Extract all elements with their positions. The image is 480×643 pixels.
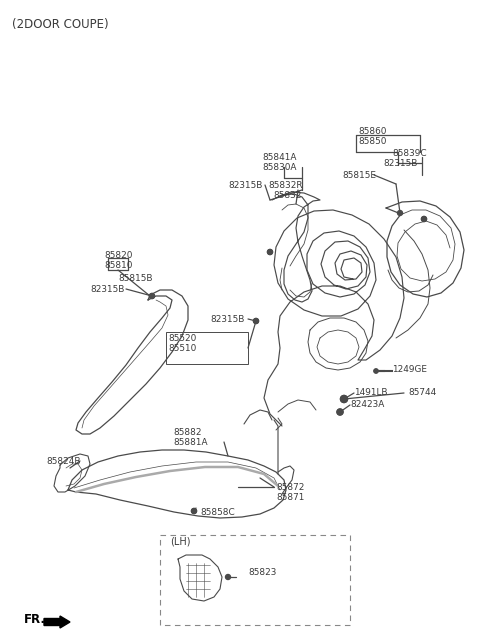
Text: 82423A: 82423A [350,400,384,409]
Circle shape [192,509,196,514]
Text: 85832R: 85832R [268,181,302,190]
Text: 82315B: 82315B [228,181,263,190]
FancyArrow shape [44,616,70,628]
Text: 85881A: 85881A [173,438,208,447]
Text: (LH): (LH) [170,537,191,547]
Bar [160,535,350,625]
Text: 85815B: 85815B [118,274,153,283]
Circle shape [340,395,348,403]
Text: 85510: 85510 [168,344,196,353]
Text: 85823: 85823 [248,568,276,577]
Text: 82315B: 82315B [383,159,418,168]
Circle shape [397,210,403,215]
Text: 85744: 85744 [408,388,436,397]
Text: FR.: FR. [24,613,46,626]
Text: 1491LB: 1491LB [354,388,387,397]
Circle shape [267,249,273,255]
Circle shape [337,409,343,415]
Circle shape [374,369,378,373]
Text: 85850: 85850 [358,137,386,146]
Text: 85520: 85520 [168,334,196,343]
Text: 82315B: 82315B [90,285,124,294]
Text: 85824B: 85824B [46,457,81,466]
Text: 85871: 85871 [276,493,304,502]
Text: 85841A: 85841A [262,153,297,162]
Text: 85872: 85872 [276,483,304,492]
Text: 85882: 85882 [173,428,202,437]
Circle shape [267,249,273,255]
Text: 85832: 85832 [273,191,301,200]
Circle shape [149,293,155,298]
Text: 82315B: 82315B [210,315,244,324]
Text: 1249GE: 1249GE [392,365,427,374]
Circle shape [253,318,259,323]
Circle shape [192,509,196,514]
Circle shape [421,217,427,221]
Circle shape [226,574,230,579]
Circle shape [374,369,378,373]
Circle shape [421,217,427,221]
Circle shape [149,293,155,298]
Text: 85810: 85810 [104,261,132,270]
Text: (2DOOR COUPE): (2DOOR COUPE) [12,18,108,31]
Circle shape [253,318,259,323]
Bar [166,332,248,364]
Text: 85815E: 85815E [342,171,376,180]
Text: 85839C: 85839C [392,149,427,158]
Text: 85860: 85860 [358,127,386,136]
Circle shape [340,395,348,403]
Circle shape [337,409,343,415]
Text: 85830A: 85830A [262,163,297,172]
Text: 85858C: 85858C [200,508,235,517]
Text: 85820: 85820 [104,251,132,260]
